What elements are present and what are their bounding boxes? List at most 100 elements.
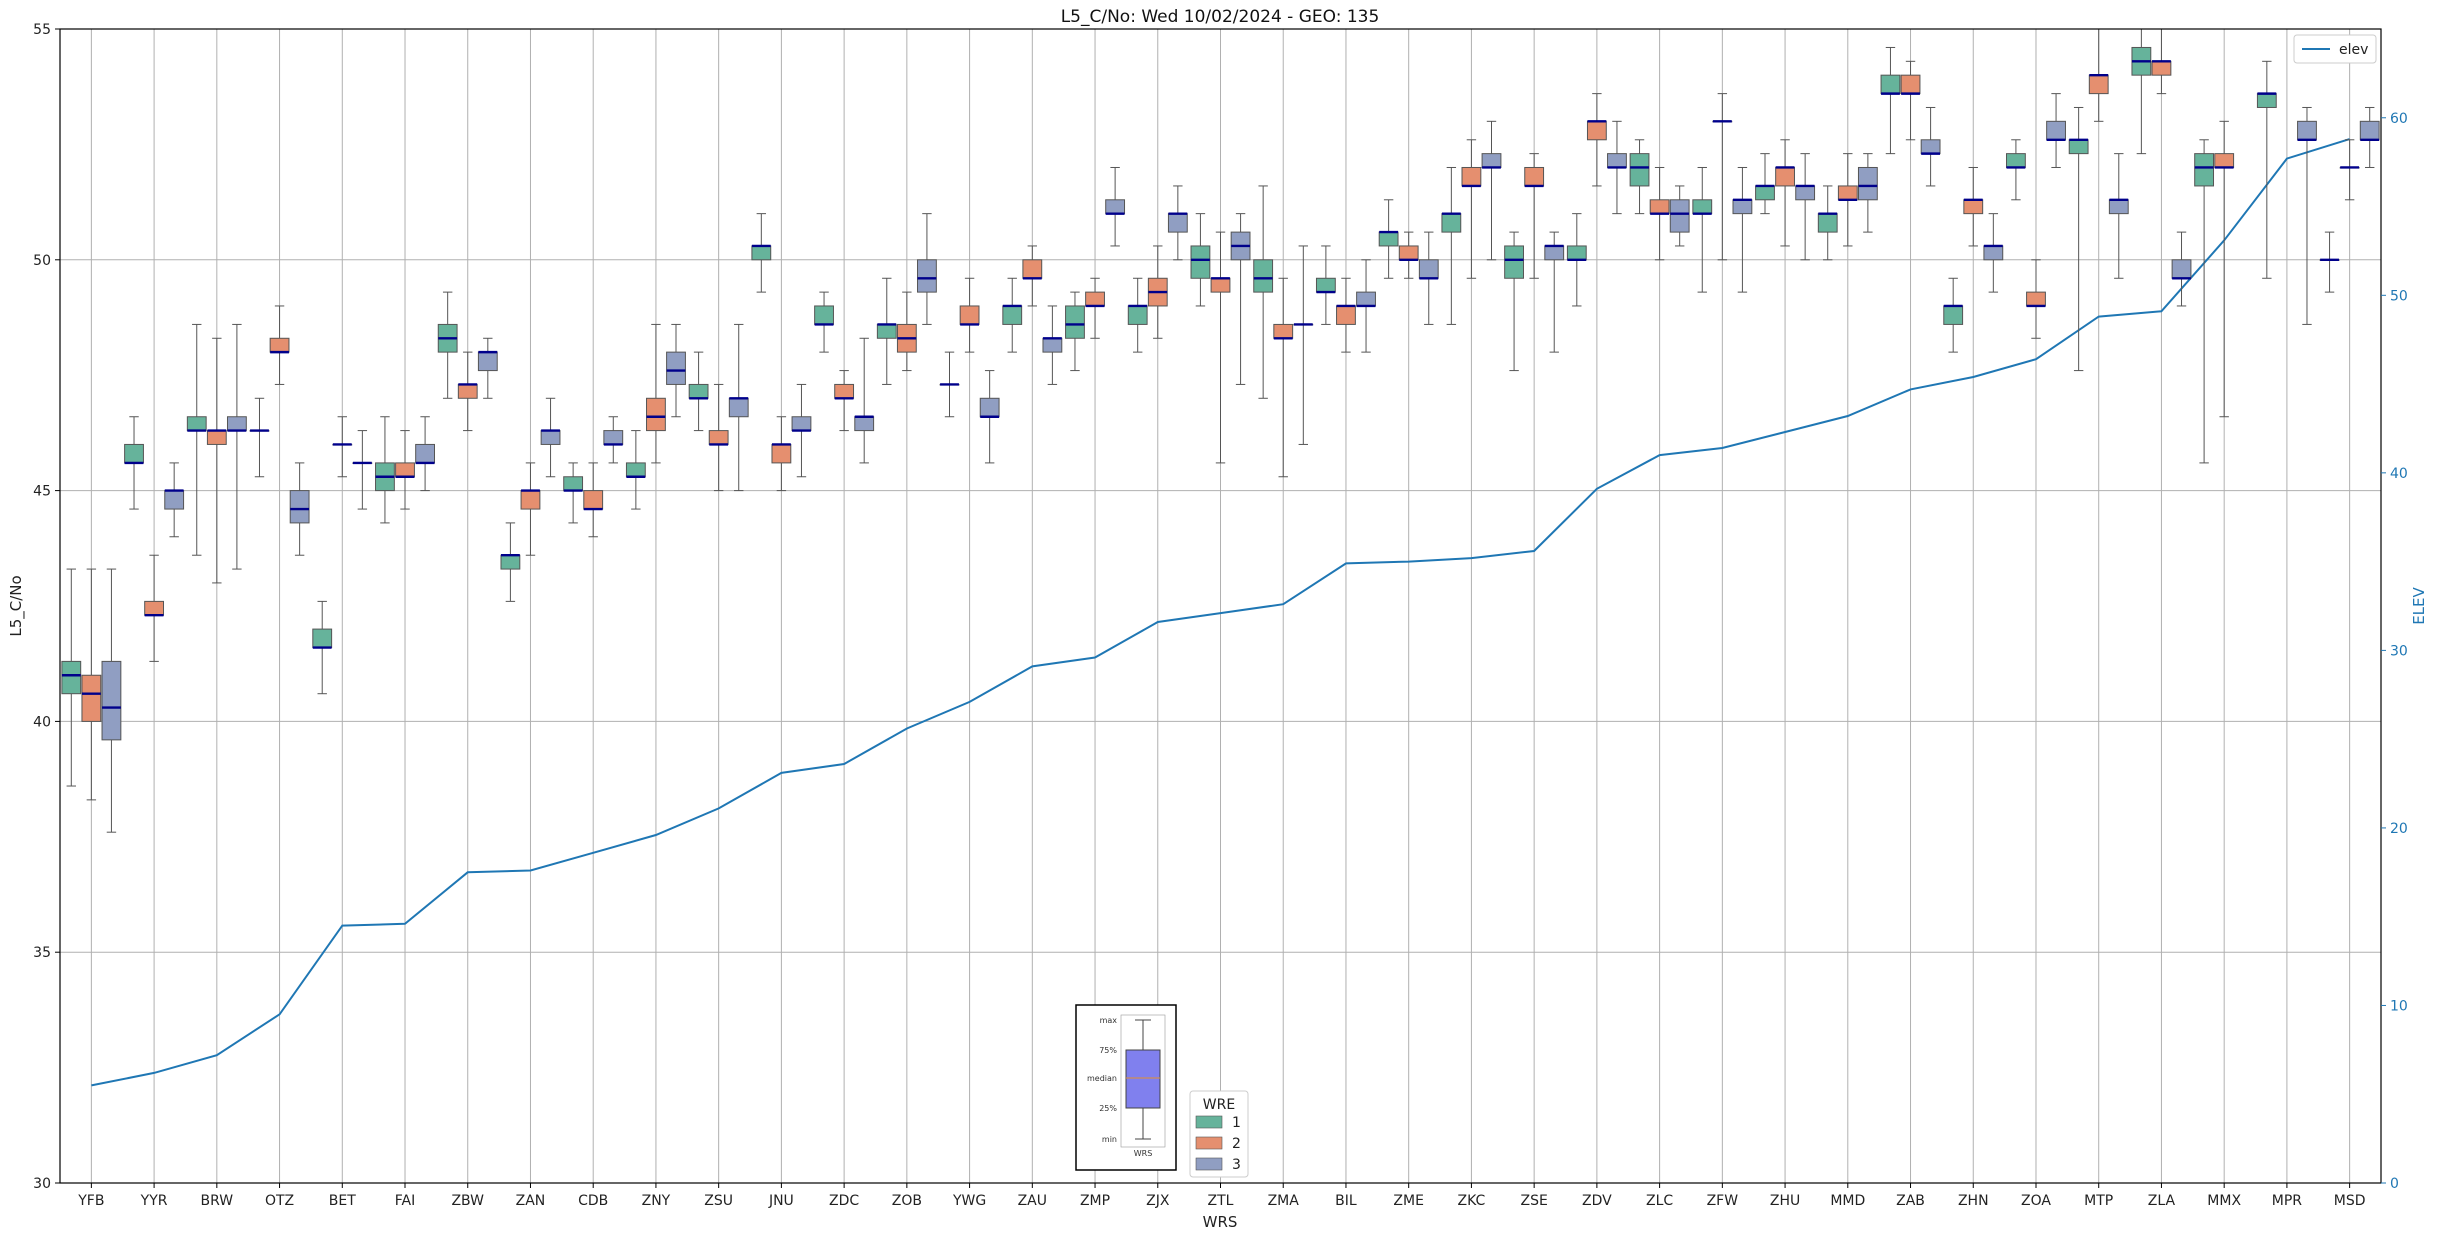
box-ZFW-wre2 (1712, 93, 1733, 261)
box-ZMP-wre3 (1105, 166, 1126, 247)
box-iqr (226, 416, 247, 432)
x-tick-label: FAI (395, 1193, 415, 1209)
box-key-label-q1: 25% (1099, 1104, 1117, 1113)
box-iqr (1920, 139, 1941, 155)
box-ZDC-wre1 (814, 291, 834, 353)
box-iqr (1105, 199, 1126, 215)
box-iqr (395, 462, 415, 478)
y2-tick-label: 30 (2390, 643, 2408, 659)
box-ZFW-wre3 (1732, 166, 1753, 293)
box-iqr (2026, 291, 2046, 307)
box-key-caption: WRS (1134, 1149, 1153, 1158)
box-YYR-wre3 (164, 462, 185, 538)
box-FAI-wre3 (415, 416, 435, 492)
box-iqr (1817, 213, 1838, 233)
x-tick-label: ZDV (1582, 1193, 1612, 1209)
box-iqr (1336, 305, 1356, 325)
box-iqr (814, 305, 834, 325)
box-YWG-wre1 (939, 351, 960, 418)
y-tick-label: 55 (33, 22, 51, 38)
box-iqr (1210, 277, 1231, 293)
box-iqr (2194, 153, 2215, 187)
box-ZKC-wre2 (1461, 139, 1482, 279)
elev-legend: elev (2293, 34, 2377, 64)
box-iqr (1504, 245, 1524, 279)
box-ZDC-wre3 (854, 337, 875, 464)
box-ZLC-wre1 (1629, 139, 1650, 215)
box-iqr (1943, 305, 1964, 325)
box-iqr (1629, 153, 1650, 187)
box-iqr (959, 305, 980, 325)
box-MSD-wre3 (2359, 106, 2380, 168)
box-CDB-wre1 (563, 462, 584, 524)
box-iqr (1732, 199, 1753, 215)
box-iqr (1857, 166, 1878, 201)
box-BET-wre1 (312, 600, 333, 695)
y-tick-label: 50 (33, 253, 51, 269)
y-tick-label: 45 (33, 484, 51, 500)
box-iqr (876, 323, 897, 339)
box-ZJX-wre2 (1147, 245, 1168, 339)
box-iqr (500, 554, 521, 570)
box-BIL-wre1 (1315, 245, 1336, 325)
box-key-label-median: median (1087, 1074, 1117, 1083)
x-axis-title: WRS (1203, 1213, 1238, 1231)
box-iqr (2006, 153, 2026, 168)
box-iqr (457, 383, 478, 399)
box-FAI-wre2 (395, 430, 415, 510)
box-iqr (1481, 153, 1502, 168)
box-iqr (791, 416, 812, 432)
box-iqr (1315, 277, 1336, 293)
box-iqr (1837, 185, 1858, 201)
box-BRW-wre3 (226, 323, 247, 570)
box-iqr (1273, 323, 1294, 339)
wre-legend: WRE 1 2 3 (1189, 1090, 1249, 1178)
x-tick-label: JNU (768, 1193, 794, 1209)
x-tick-label: ZBW (451, 1193, 484, 1209)
box-iqr (1418, 259, 1439, 279)
x-tick-label: ZLC (1646, 1193, 1673, 1209)
box-YWG-wre2 (959, 277, 980, 353)
x-tick-label: ZSU (704, 1193, 733, 1209)
wre-legend-swatch-3 (1195, 1157, 1223, 1171)
box-MMX-wre1 (2194, 139, 2215, 464)
box-ZKC-wre3 (1481, 120, 1502, 261)
box-ZAB-wre3 (1920, 106, 1941, 187)
y2-tick-label: 40 (2390, 466, 2408, 482)
box-MMX-wre2 (2214, 120, 2235, 418)
box-iqr (1795, 185, 1816, 201)
box-ZOA-wre1 (2006, 139, 2026, 201)
wre-legend-swatch-2 (1195, 1136, 1223, 1150)
box-ZMA-wre3 (1293, 245, 1314, 445)
box-iqr (1586, 120, 1607, 141)
box-iqr (144, 600, 165, 616)
box-iqr (1607, 153, 1627, 168)
axes: 30 35 40 45 50 55 0 10 20 30 40 50 60 YFB YYR BRW OTZ BET… (33, 22, 2408, 1209)
box-iqr (1983, 245, 2004, 261)
box-ZAN-wre1 (500, 522, 521, 602)
box-iqr (477, 351, 498, 372)
box-iqr (2068, 139, 2089, 155)
box-ZDV-wre1 (1566, 213, 1587, 307)
box-YWG-wre3 (979, 370, 1000, 464)
x-tick-label: MTP (2084, 1193, 2113, 1209)
box-iqr (269, 337, 290, 353)
box-ZHN-wre1 (1943, 277, 1964, 353)
x-tick-label: MMX (2207, 1193, 2241, 1209)
box-JNU-wre2 (771, 416, 792, 492)
box-CDB-wre3 (603, 416, 624, 464)
box-OTZ-wre3 (289, 462, 310, 556)
box-ZMA-wre2 (1273, 277, 1294, 478)
box-series (61, 28, 2380, 833)
box-iqr (415, 443, 435, 464)
box-MSD-wre1 (2319, 231, 2340, 293)
box-ZSU-wre1 (688, 351, 709, 432)
y2-tick-label: 0 (2390, 1176, 2399, 1192)
box-ZAN-wre3 (540, 397, 561, 478)
x-tick-label: ZJX (1146, 1193, 1170, 1209)
box-ZTL-wre1 (1190, 213, 1211, 307)
box-MTP-wre1 (2068, 106, 2089, 372)
box-key-inset: max 75% median 25% min WRS (1075, 1004, 1177, 1171)
box-iqr (1127, 305, 1148, 325)
